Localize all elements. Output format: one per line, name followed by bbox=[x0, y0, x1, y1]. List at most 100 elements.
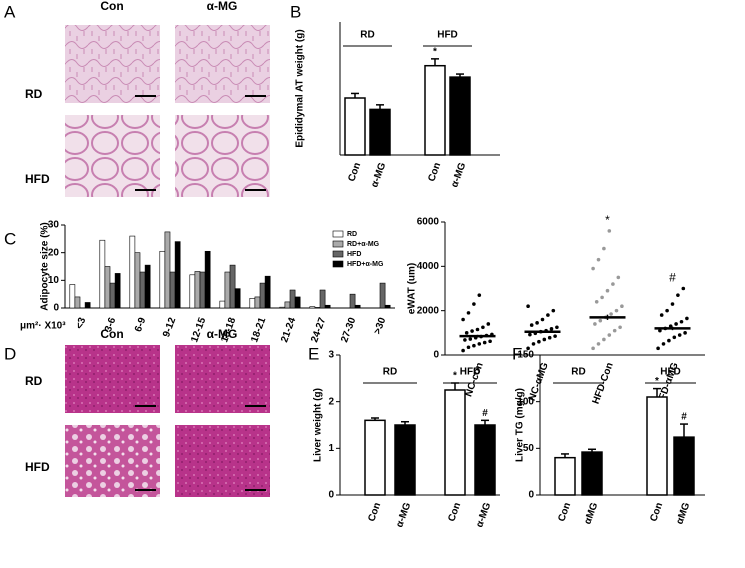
bar bbox=[139, 271, 146, 309]
dot bbox=[614, 308, 619, 313]
bar bbox=[109, 282, 116, 309]
panel-letter: B bbox=[290, 2, 301, 21]
bar bbox=[129, 235, 136, 309]
legend-swatch bbox=[332, 260, 344, 268]
group-label: RD bbox=[360, 30, 374, 41]
dot bbox=[464, 331, 469, 335]
bar bbox=[349, 293, 356, 309]
dot bbox=[555, 325, 559, 330]
micrograph bbox=[65, 425, 160, 497]
bar bbox=[229, 264, 236, 309]
y-tick-label: 0 bbox=[328, 490, 334, 501]
y-tick-label: 20 bbox=[48, 247, 60, 258]
panel-letter: C bbox=[4, 229, 16, 248]
bar bbox=[189, 274, 196, 309]
bar bbox=[284, 301, 291, 309]
bar bbox=[159, 250, 166, 309]
x-tick-label: α-MG bbox=[394, 501, 413, 529]
dot bbox=[679, 319, 684, 324]
bar bbox=[314, 307, 321, 309]
dot bbox=[618, 325, 622, 330]
dot bbox=[591, 346, 595, 351]
bar bbox=[474, 424, 496, 496]
dot bbox=[466, 311, 471, 315]
dot bbox=[602, 337, 606, 342]
dot bbox=[602, 246, 606, 251]
group-label: RD bbox=[571, 367, 585, 378]
bar bbox=[164, 231, 171, 309]
x-tick-label: Con bbox=[366, 501, 383, 523]
micrograph-panels bbox=[65, 25, 270, 497]
dot bbox=[461, 317, 465, 322]
row-label: RD bbox=[25, 87, 43, 101]
bar bbox=[259, 282, 266, 309]
group-label: RD bbox=[383, 367, 397, 378]
dot bbox=[658, 328, 662, 333]
dot bbox=[667, 338, 671, 343]
dot bbox=[466, 345, 471, 350]
bar bbox=[344, 97, 366, 156]
x-tick-label: Con bbox=[556, 501, 573, 523]
y-axis-label: Liver weight (g) bbox=[313, 388, 324, 462]
bar bbox=[204, 250, 211, 309]
dot bbox=[620, 304, 624, 309]
bar bbox=[394, 424, 416, 496]
bar bbox=[234, 288, 241, 309]
x-tick-label: Con bbox=[426, 161, 443, 183]
significance-marker: * bbox=[655, 376, 659, 387]
x-tick-label: 6-9 bbox=[133, 316, 148, 334]
dot bbox=[607, 333, 612, 337]
dot bbox=[685, 316, 689, 321]
bar bbox=[169, 271, 176, 309]
legend-label: HFD bbox=[347, 251, 361, 258]
y-tick-label: 2000 bbox=[417, 305, 440, 316]
legend-swatch bbox=[332, 240, 344, 248]
bar bbox=[673, 436, 695, 496]
micrograph bbox=[175, 25, 270, 103]
x-tick-label: 3-6 bbox=[103, 316, 118, 334]
dot bbox=[529, 323, 534, 327]
bar bbox=[646, 396, 668, 496]
bar bbox=[444, 389, 466, 496]
y-tick-label: 0 bbox=[528, 490, 534, 501]
dot bbox=[537, 339, 541, 344]
x-tick-label: 9-12 bbox=[161, 316, 178, 339]
bar bbox=[199, 271, 206, 309]
bar bbox=[364, 419, 386, 496]
dot bbox=[486, 322, 491, 326]
dot bbox=[472, 302, 476, 306]
y-tick-label: 100 bbox=[517, 396, 534, 407]
bar bbox=[249, 298, 256, 309]
significance-marker: * bbox=[453, 371, 457, 382]
y-tick-label: 4000 bbox=[417, 261, 440, 272]
bar bbox=[384, 304, 391, 309]
bar bbox=[224, 271, 231, 309]
bar bbox=[104, 266, 111, 309]
bar bbox=[134, 252, 141, 309]
x-tick-label: >30 bbox=[372, 316, 388, 336]
significance-marker: * bbox=[605, 213, 610, 227]
dot bbox=[547, 335, 552, 340]
group-label: HFD bbox=[437, 30, 458, 41]
dot bbox=[549, 327, 554, 331]
dot bbox=[659, 313, 664, 317]
dot bbox=[611, 282, 615, 286]
panel-letter: A bbox=[4, 2, 16, 21]
y-tick-label: 150 bbox=[517, 350, 534, 361]
y-axis-label: Liver TG (mg/g) bbox=[515, 388, 526, 462]
dot bbox=[526, 346, 530, 351]
dot bbox=[677, 333, 682, 337]
dot bbox=[531, 342, 536, 346]
y-axis-label: eWAT (um) bbox=[407, 263, 418, 314]
y-tick-label: 0 bbox=[53, 303, 59, 314]
x-tick-label: αMG bbox=[582, 501, 600, 526]
y-tick-label: 6000 bbox=[417, 217, 440, 228]
dot bbox=[656, 346, 660, 351]
significance-marker: # bbox=[681, 412, 687, 423]
legend-swatch bbox=[332, 250, 344, 258]
bar bbox=[294, 296, 301, 309]
significance-marker: * bbox=[433, 47, 437, 58]
row-label: HFD bbox=[25, 460, 50, 474]
dot bbox=[616, 275, 621, 280]
micrograph bbox=[175, 425, 270, 497]
